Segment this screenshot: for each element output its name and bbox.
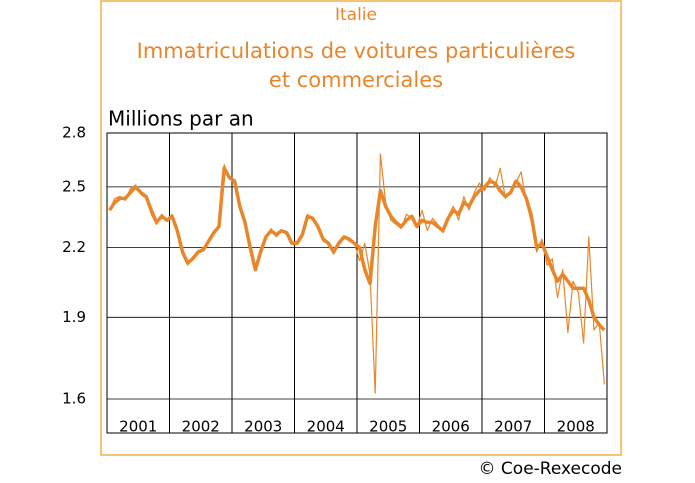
source: © Coe-Rexecode: [479, 459, 622, 479]
y-tick-label: 2.8: [62, 124, 86, 142]
x-tick-label: 2007: [494, 418, 532, 436]
x-tick-label: 2002: [182, 418, 220, 436]
x-tick-label: 2005: [369, 418, 407, 436]
y-tick-label: 2.5: [62, 177, 86, 195]
x-tick-label: 2008: [557, 418, 595, 436]
x-tick-label: 2003: [244, 418, 282, 436]
y-tick-label: 2.2: [62, 238, 86, 256]
x-tick-label: 2006: [432, 418, 470, 436]
x-tick-label: 2001: [119, 418, 157, 436]
x-tick-label: 2004: [307, 418, 345, 436]
chart-title: Italie: [335, 5, 377, 25]
y-tick-label: 1.6: [62, 390, 86, 408]
y-axis-label: Millions par an: [108, 107, 254, 131]
chart-subtitle: Immatriculations de voitures particulièr…: [137, 39, 576, 63]
chart-subtitle: et commerciales: [269, 68, 443, 92]
series-line: [108, 166, 606, 332]
frame: [100, 0, 622, 456]
y-tick-label: 1.9: [62, 308, 86, 326]
